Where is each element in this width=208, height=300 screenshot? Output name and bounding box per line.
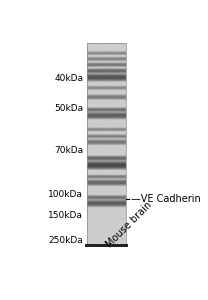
Text: 250kDa: 250kDa — [48, 236, 83, 245]
Text: 50kDa: 50kDa — [54, 104, 83, 113]
Bar — [85, 244, 128, 247]
Bar — [87, 43, 126, 244]
Text: 150kDa: 150kDa — [48, 211, 83, 220]
Text: 40kDa: 40kDa — [54, 74, 83, 83]
Text: 70kDa: 70kDa — [54, 146, 83, 155]
Text: —VE Cadherin: —VE Cadherin — [131, 194, 201, 204]
Text: Mouse brain: Mouse brain — [104, 200, 154, 250]
Text: 100kDa: 100kDa — [48, 190, 83, 199]
